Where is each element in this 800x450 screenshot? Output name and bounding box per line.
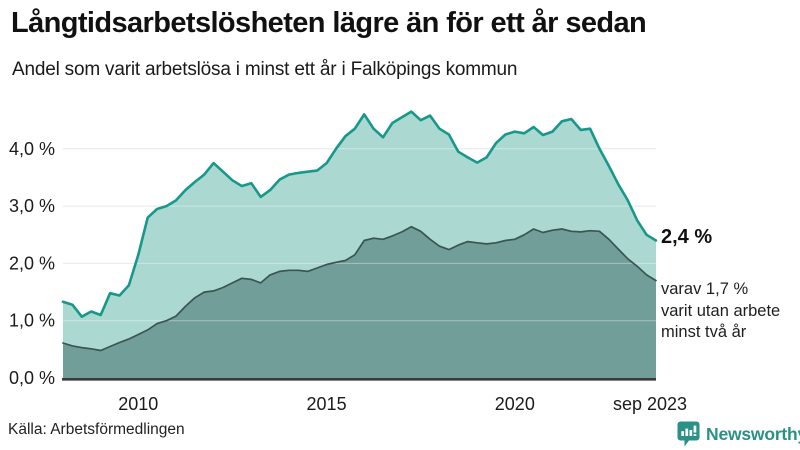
- y-tick-label: 2,0 %: [9, 253, 55, 273]
- end-value-label-total: 2,4 %: [661, 226, 713, 248]
- end-value-label-two-years: varav 1,7 % varit utan arbete minst två …: [661, 280, 781, 341]
- newsworthy-bubble-icon: [677, 421, 700, 447]
- page-title: Långtidsarbetslösheten lägre än för ett …: [11, 7, 647, 39]
- line-series-1: [61, 110, 658, 319]
- x-tick-label: 2015: [307, 394, 347, 414]
- y-tick-label: 4,0 %: [9, 139, 55, 159]
- page-subtitle: Andel som varit arbetslösa i minst ett å…: [12, 59, 518, 80]
- line-series-2: [62, 225, 657, 352]
- x-tick-label: 2020: [495, 394, 535, 414]
- newsworthy-wordmark: Newsworthy: [706, 424, 800, 444]
- y-tick-label: 3,0 %: [9, 196, 55, 216]
- area-series-2: [63, 226, 656, 378]
- y-tick-label: 0,0 %: [9, 368, 55, 388]
- x-tick-label: sep 2023: [613, 394, 687, 414]
- x-tick-label: 2010: [118, 394, 158, 414]
- source-credit: Källa: Arbetsförmedlingen: [8, 421, 185, 438]
- newsworthy-logo: Newsworthy: [677, 421, 800, 448]
- y-tick-label: 1,0 %: [9, 311, 55, 331]
